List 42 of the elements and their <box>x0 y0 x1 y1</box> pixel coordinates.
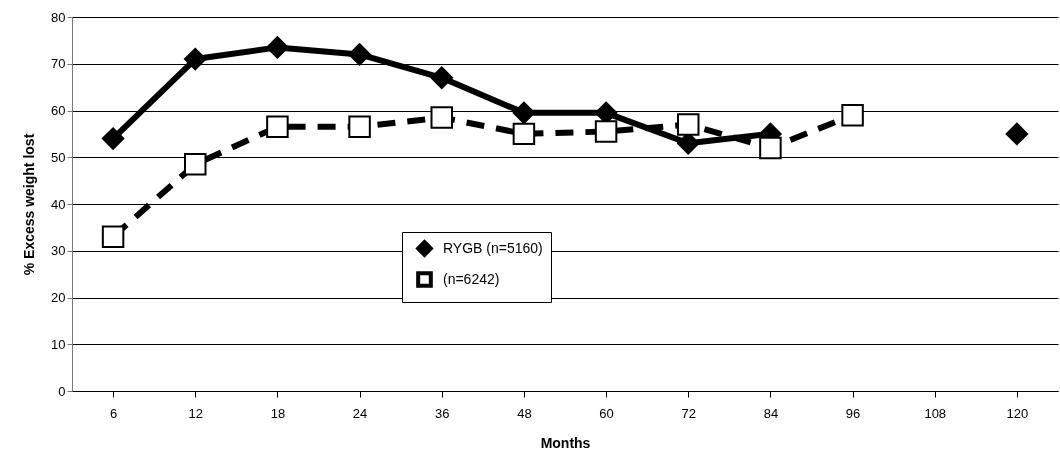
legend-label: (n=6242) <box>443 270 500 287</box>
y-tick-label: 50 <box>51 149 66 165</box>
y-tick-label: 10 <box>51 336 66 352</box>
point <box>184 47 207 71</box>
point <box>101 225 125 248</box>
point <box>348 43 371 66</box>
y-tick-label: 20 <box>51 290 66 305</box>
x-tick-label: 84 <box>763 405 779 421</box>
point <box>512 122 536 146</box>
y-tick-label: 40 <box>51 196 66 212</box>
x-tick-label: 12 <box>188 405 203 421</box>
y-tick-label: 80 <box>51 9 66 25</box>
point <box>184 153 207 176</box>
x-tick-label: 48 <box>517 405 532 421</box>
point <box>841 103 864 127</box>
y-tick-label: 30 <box>51 243 66 259</box>
x-tick-label: 18 <box>270 405 286 421</box>
point <box>266 36 289 59</box>
point <box>594 120 618 143</box>
point <box>430 106 453 129</box>
point <box>101 127 125 150</box>
point <box>348 115 371 139</box>
x-tick-label: 72 <box>681 405 696 421</box>
legend-label: RYGB (n=5160) <box>443 239 543 256</box>
point <box>512 101 536 125</box>
point <box>1005 122 1029 146</box>
y-tick-label: 70 <box>51 56 66 72</box>
y-axis-title: % Excess weight lost <box>21 133 38 276</box>
x-tick-label: 120 <box>1006 405 1029 421</box>
point <box>677 113 700 136</box>
y-tick-label: 0 <box>58 383 66 399</box>
x-tick-label: 96 <box>845 405 861 421</box>
x-tick-label: 60 <box>599 405 614 421</box>
y-tick-label: 60 <box>51 103 66 118</box>
x-axis-title: Months <box>540 434 591 451</box>
x-tick-label: 108 <box>924 405 947 421</box>
point <box>430 66 453 90</box>
x-tick-label: 36 <box>435 405 450 421</box>
point <box>266 115 289 139</box>
x-tick-label: 6 <box>109 405 118 421</box>
x-tick-label: 24 <box>352 405 368 421</box>
point <box>759 136 782 160</box>
